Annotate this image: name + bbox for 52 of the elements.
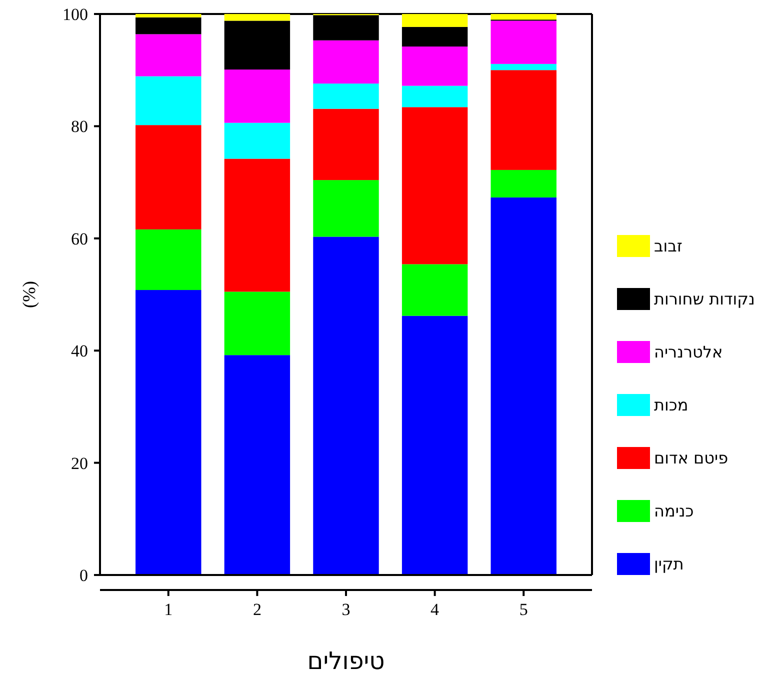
bar [402, 26, 468, 47]
x-axis-title: טיפולים [307, 647, 385, 675]
y-axis-title: (%) [19, 281, 39, 308]
bar [313, 236, 379, 575]
bar [490, 70, 556, 170]
bar [136, 229, 202, 290]
bar [136, 17, 202, 34]
legend-label: תקין [654, 554, 684, 574]
bar [313, 180, 379, 237]
bar [313, 84, 379, 109]
bar [402, 14, 468, 27]
bar [313, 108, 379, 180]
bar [402, 46, 468, 86]
bar [224, 158, 290, 292]
y-tick-label: 0 [80, 566, 88, 585]
bar [490, 64, 556, 70]
x-tick-label: 5 [519, 600, 528, 619]
x-tick-label: 3 [342, 600, 350, 619]
bar [136, 290, 202, 575]
legend-label: כנימה [654, 502, 694, 521]
bar [136, 125, 202, 230]
bar [490, 197, 556, 575]
y-tick-label: 40 [71, 342, 88, 361]
legend-label: אלטרנריה [654, 342, 723, 362]
bar [490, 170, 556, 198]
bar [224, 20, 290, 70]
y-tick-label: 60 [71, 229, 88, 248]
bar [136, 34, 202, 76]
bar [136, 14, 202, 18]
bar [490, 14, 556, 20]
legend-label: פיטם אדום [654, 448, 728, 468]
y-tick-label: 80 [71, 117, 88, 136]
x-tick-label: 2 [252, 600, 262, 619]
y-tick-label: 100 [62, 4, 88, 24]
bar [402, 107, 468, 264]
bar [136, 76, 202, 126]
x-tick-label: 1 [164, 600, 173, 619]
y-tick-label: 20 [71, 454, 88, 473]
bar [313, 40, 379, 84]
bar [402, 316, 468, 575]
legend-label: נקודות שחורות [654, 290, 755, 309]
bar [224, 14, 290, 21]
bar [224, 292, 290, 356]
bar [490, 20, 556, 64]
bar [224, 122, 290, 159]
bar [402, 86, 468, 108]
bar [224, 70, 290, 123]
bar [224, 355, 290, 575]
legend-label: מכות [654, 396, 688, 415]
x-tick-label: 4 [430, 600, 440, 619]
legend-label: זבוב [654, 236, 682, 256]
bar [402, 264, 468, 316]
